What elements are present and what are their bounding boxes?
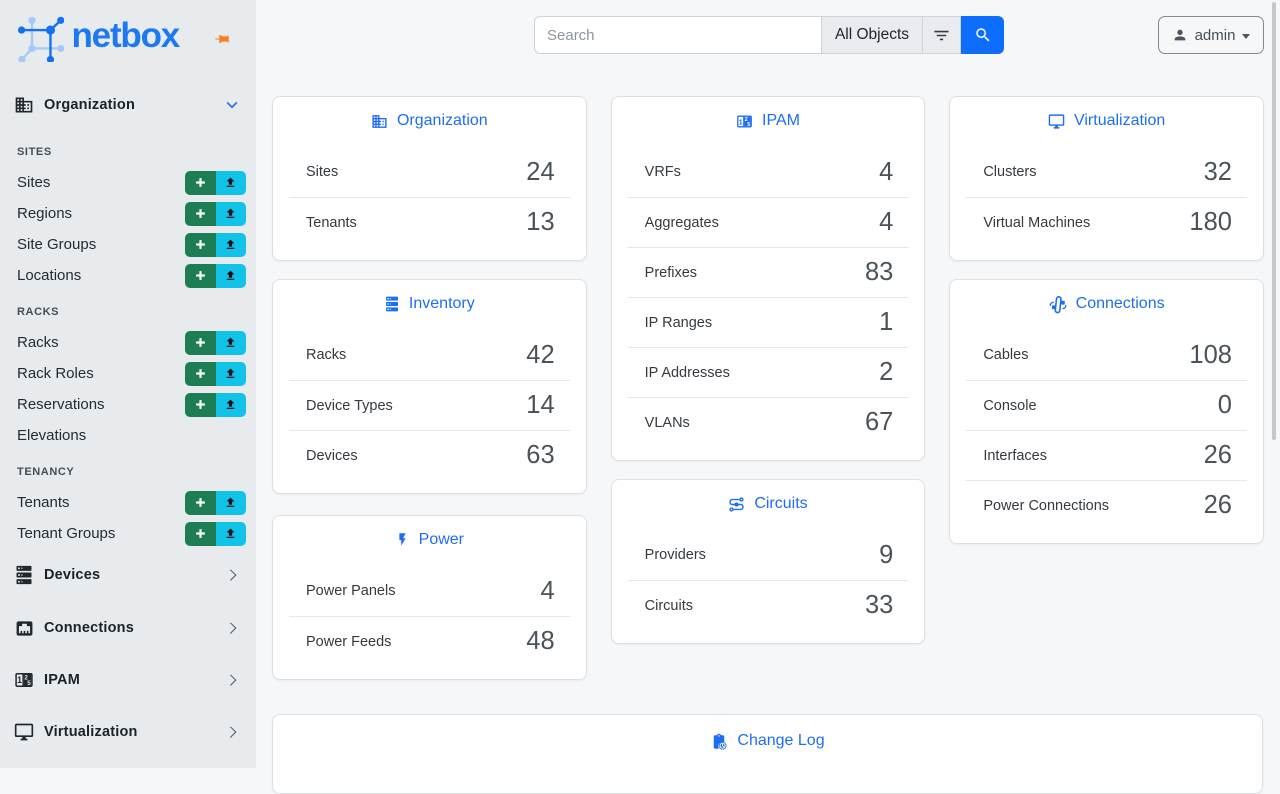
svg-text:2: 2 bbox=[24, 675, 28, 682]
svg-text:5: 5 bbox=[747, 122, 750, 128]
svg-text:1: 1 bbox=[739, 117, 743, 126]
svg-text:1: 1 bbox=[17, 675, 22, 685]
svg-text:5: 5 bbox=[27, 680, 31, 687]
svg-text:2: 2 bbox=[745, 117, 748, 123]
